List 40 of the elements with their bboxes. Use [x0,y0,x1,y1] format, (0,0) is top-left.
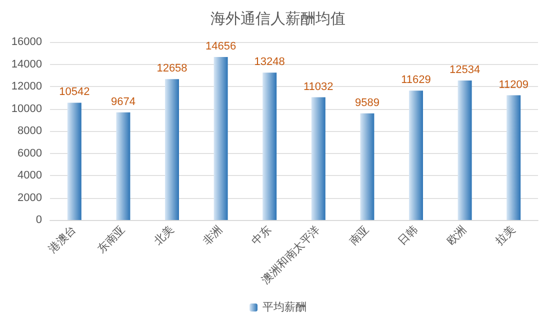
x-tick-label: 日韩 [395,223,420,248]
data-label: 14656 [206,40,236,52]
y-tick-label: 0 [36,214,42,226]
x-tick-label: 拉美 [493,223,518,248]
data-label: 13248 [254,56,285,68]
y-tick-label: 16000 [11,36,42,48]
x-tick-label: 中东 [249,223,274,248]
data-label: 9589 [354,96,380,109]
y-tick-label: 4000 [18,170,42,182]
data-label: 11032 [304,80,334,93]
data-label: 11209 [498,78,528,91]
bar [214,56,228,220]
x-tick-label: 南亚 [346,223,372,248]
data-label: 11629 [401,74,431,86]
bar [360,113,374,220]
bar [409,90,423,220]
y-tick-label: 14000 [11,58,42,70]
bar [67,102,82,220]
x-tick-label: 东南亚 [94,223,128,256]
y-tick-label: 6000 [18,147,42,160]
data-label: 12658 [156,62,188,75]
y-tick-label: 2000 [18,192,42,204]
bar [311,97,326,220]
data-label: 9674 [110,96,136,108]
x-tick-label: 欧洲 [444,223,470,248]
x-tick-label: 北美 [151,223,176,248]
bar [506,95,521,220]
chart-title: 海外通信人薪酬均值 [210,10,346,28]
y-tick-label: 12000 [11,80,42,92]
bar [165,79,179,220]
bar [262,72,277,220]
bar [116,112,130,220]
data-label: 12534 [450,64,480,76]
y-tick-label: 10000 [11,102,42,115]
x-tick-label: 非洲 [200,223,226,248]
data-label: 10542 [59,86,90,98]
x-tick-label: 港澳台 [46,223,79,256]
y-tick-label: 8000 [18,125,42,137]
legend-label: 平均薪酬 [262,300,306,314]
bar [458,80,472,220]
